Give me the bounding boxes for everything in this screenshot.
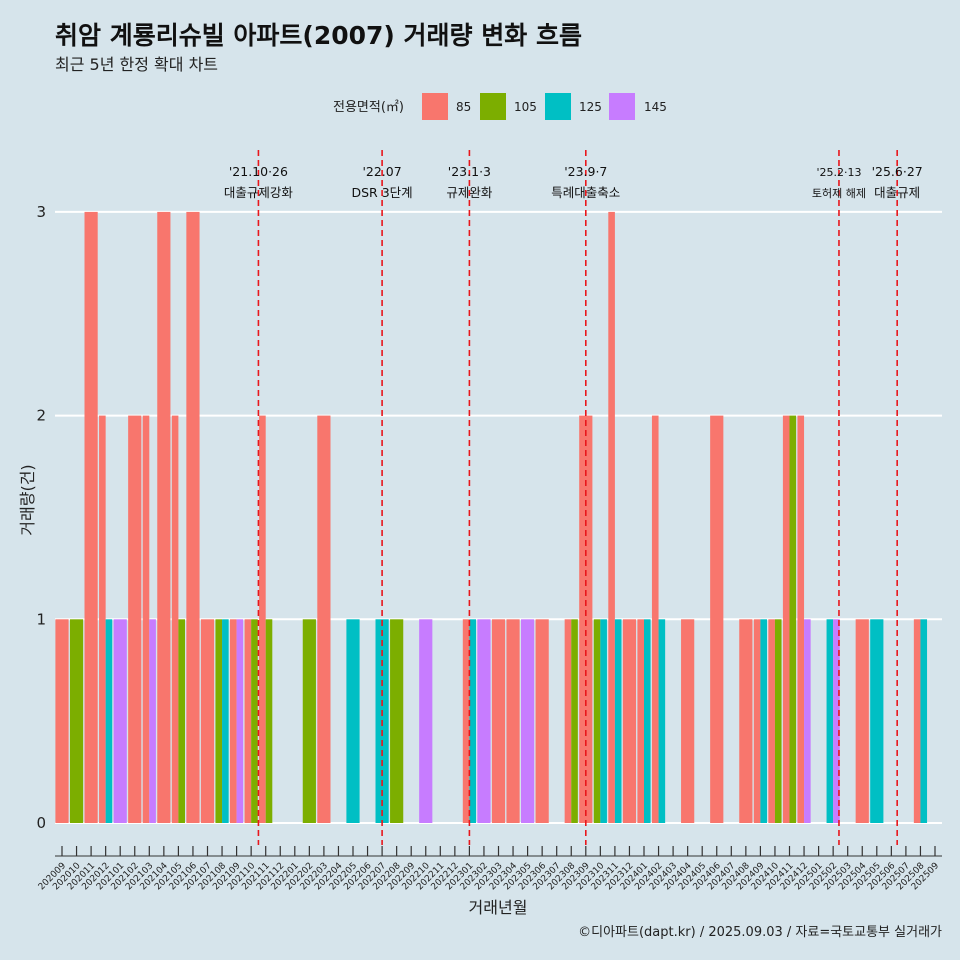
chart: 취암 계룡리슈빌 아파트(2007) 거래량 변화 흐름 최근 5년 한정 확대…: [0, 0, 960, 960]
event-date-1: '22.07: [362, 164, 401, 179]
bar-202105-85: [172, 416, 179, 823]
legend: 전용면적(㎡) 85 105 125 145: [333, 93, 667, 120]
bar-202410-105: [775, 619, 782, 823]
bar-202111-105: [266, 619, 273, 823]
bar-202505-125: [870, 619, 883, 823]
bar-202404-85: [681, 619, 694, 823]
bar-202210-145: [419, 619, 432, 823]
bar-202301-125: [469, 619, 476, 823]
bar-202202-105: [303, 619, 316, 823]
y-tick-2: 2: [36, 407, 46, 425]
bar-202205-125: [346, 619, 359, 823]
bar-202107-85: [201, 619, 214, 823]
y-tick-0: 0: [36, 814, 46, 832]
bar-202102-85: [128, 416, 141, 823]
legend-label-105: 105: [514, 100, 537, 114]
legend-swatch-125: [545, 93, 571, 120]
event-name-4: 토허제 해제: [812, 186, 866, 200]
bar-202302-145: [477, 619, 490, 823]
event-date-2: '23.1·3: [448, 164, 491, 179]
bar-202412-85: [797, 416, 804, 823]
y-axis: 0 1 2 3: [36, 203, 46, 832]
bar-202401-85: [637, 619, 644, 823]
bar-202208-105: [390, 619, 403, 823]
bar-202111-85: [259, 416, 266, 823]
y-tick-3: 3: [36, 203, 46, 221]
legend-label-85: 85: [456, 100, 471, 114]
bar-202301-85: [463, 619, 470, 823]
event-name-0: 대출규제강화: [224, 185, 294, 200]
bar-202010-105: [70, 619, 83, 823]
bar-202103-85: [143, 416, 150, 823]
bar-202306-85: [536, 619, 549, 823]
bar-202305-145: [521, 619, 534, 823]
bar-202110-105: [251, 619, 258, 823]
bar-202110-85: [245, 619, 252, 823]
legend-swatch-105: [480, 93, 506, 120]
event-name-1: DSR 3단계: [352, 185, 413, 200]
bar-202203-85: [317, 416, 330, 823]
bar-202304-85: [506, 619, 519, 823]
legend-swatch-85: [422, 93, 448, 120]
bar-202109-145: [237, 619, 244, 823]
y-axis-label: 거래량(건): [18, 464, 37, 535]
bar-202411-105: [790, 416, 797, 823]
bar-202106-85: [186, 212, 199, 823]
bar-202104-85: [157, 212, 170, 823]
bar-202101-145: [114, 619, 127, 823]
bar-202412-145: [804, 619, 811, 823]
bar-202105-105: [178, 619, 185, 823]
legend-label-145: 145: [644, 100, 667, 114]
event-date-4: '25.2·13: [816, 166, 861, 179]
bar-202408-85: [739, 619, 752, 823]
y-tick-1: 1: [36, 610, 46, 628]
bar-202410-85: [768, 619, 775, 823]
bar-202401-125: [644, 619, 651, 823]
bar-202311-125: [615, 619, 622, 823]
bar-202303-85: [492, 619, 505, 823]
event-date-0: '21.10·26: [229, 164, 288, 179]
event-date-5: '25.6·27: [872, 164, 923, 179]
bar-202012-85: [99, 416, 106, 823]
event-date-3: '23.9·7: [564, 164, 607, 179]
x-axis: 2020092020102020112020122021012021022021…: [37, 846, 942, 892]
bar-202308-105: [571, 619, 578, 823]
bar-202310-125: [600, 619, 607, 823]
event-name-5: 대출규제: [874, 185, 920, 200]
bar-202109-85: [230, 619, 237, 823]
bar-202009-85: [55, 619, 68, 823]
bar-202504-85: [856, 619, 869, 823]
bar-202308-85: [565, 619, 572, 823]
bar-202108-125: [222, 619, 229, 823]
bar-202402-85: [652, 416, 659, 823]
event-name-2: 규제완화: [446, 185, 493, 200]
chart-title: 취암 계룡리슈빌 아파트(2007) 거래량 변화 흐름: [55, 21, 582, 50]
bar-202310-105: [594, 619, 601, 823]
x-axis-label: 거래년월: [469, 898, 528, 917]
legend-title: 전용면적(㎡): [333, 100, 404, 115]
bar-202011-85: [85, 212, 98, 823]
bar-202409-125: [760, 619, 767, 823]
bar-202103-145: [149, 619, 156, 823]
bar-202108-105: [215, 619, 222, 823]
event-name-3: 특례대출축소: [551, 185, 620, 200]
bar-202406-85: [710, 416, 723, 823]
bar-202012-125: [106, 619, 113, 823]
bar-202508-125: [920, 619, 927, 823]
bar-202411-85: [783, 416, 790, 823]
legend-label-125: 125: [579, 100, 602, 114]
legend-swatch-145: [609, 93, 635, 120]
bar-202502-125: [827, 619, 834, 823]
caption: ©디아파트(dapt.kr) / 2025.09.03 / 자료=국토교통부 실…: [578, 925, 942, 940]
bar-202311-85: [608, 212, 615, 823]
bar-202402-125: [659, 619, 666, 823]
chart-subtitle: 최근 5년 한정 확대 차트: [55, 55, 218, 74]
bar-202409-85: [754, 619, 761, 823]
bar-202508-85: [914, 619, 921, 823]
bar-202312-85: [623, 619, 636, 823]
bars: [55, 212, 927, 823]
